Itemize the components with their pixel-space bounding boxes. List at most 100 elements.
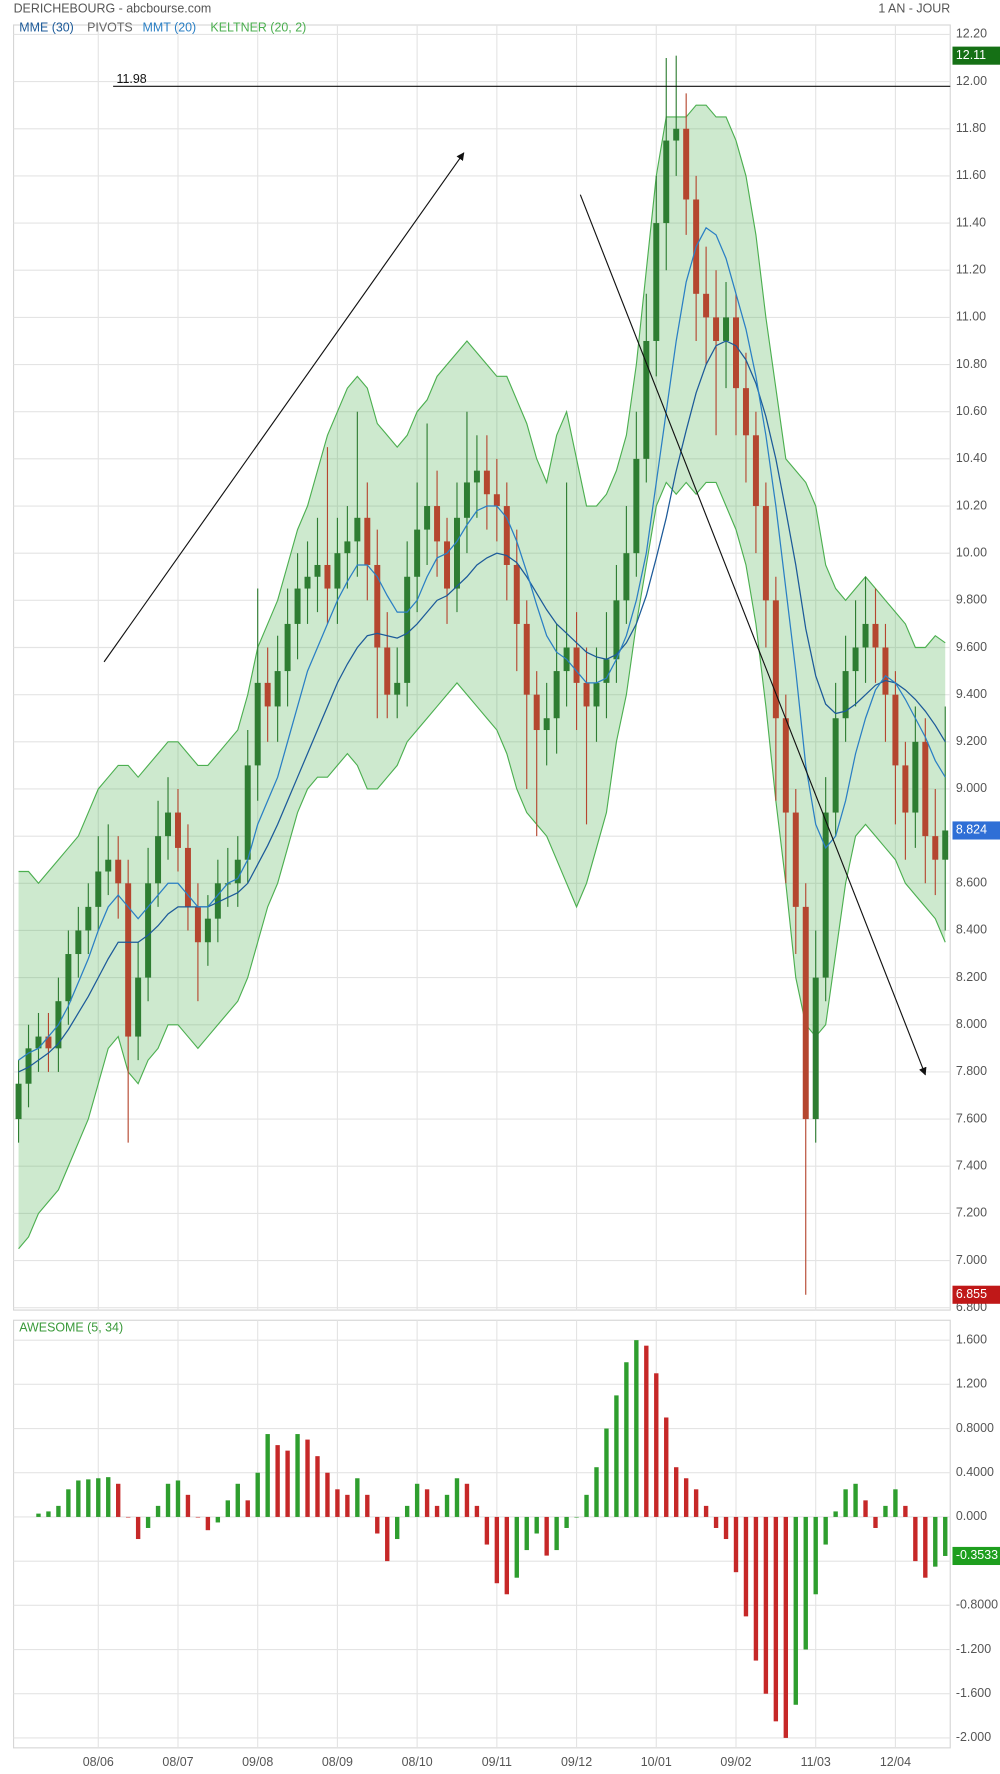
- candle-body: [852, 647, 859, 672]
- trend-arrow: [579, 194, 927, 1076]
- candle-body: [404, 576, 411, 683]
- y-tick-label: 0.8000: [956, 1421, 994, 1435]
- x-tick-label: 12/04: [880, 1755, 911, 1769]
- candle-body: [792, 812, 799, 907]
- bar: [225, 1500, 231, 1517]
- candle-body: [583, 682, 590, 707]
- chart-subtitle: 1 AN - JOUR: [878, 1, 950, 15]
- keltner-lower: [18, 481, 946, 1250]
- candle-body: [762, 506, 769, 601]
- legend-entry: KELTNER (20, 2): [210, 21, 306, 35]
- bar: [494, 1516, 500, 1584]
- bar: [106, 1477, 111, 1517]
- y-tick-label: 10.80: [956, 357, 987, 371]
- candle-body: [454, 517, 460, 589]
- bar: [674, 1467, 679, 1517]
- y-tick-label: 10.60: [956, 404, 987, 418]
- candle-body: [105, 859, 112, 872]
- candle-body: [533, 694, 540, 731]
- candle-body: [424, 506, 431, 530]
- candle-body: [364, 517, 371, 565]
- keltner-band: [18, 105, 946, 1249]
- candle-body: [65, 954, 72, 1002]
- candle-body: [274, 671, 281, 707]
- x-tick-label: 09/12: [561, 1755, 592, 1769]
- candle-body: [503, 506, 510, 565]
- y-tick-label: 12.20: [956, 27, 987, 41]
- candle-body: [802, 906, 809, 1120]
- candle-body: [623, 553, 630, 601]
- candle-body: [414, 529, 421, 577]
- candle-body: [284, 623, 291, 672]
- candle-body: [733, 317, 739, 389]
- y-tick-label: 0.4000: [956, 1465, 994, 1479]
- candle-body: [872, 623, 879, 648]
- candle-body: [214, 883, 221, 919]
- y-tick-label: 8.000: [956, 1017, 987, 1031]
- candle-body: [513, 564, 520, 624]
- x-tick-label: 08/09: [322, 1755, 353, 1769]
- y-tick-label: 7.600: [956, 1111, 987, 1125]
- y-tick-label: -1.600: [956, 1686, 991, 1700]
- bar: [404, 1505, 410, 1517]
- bar: [275, 1445, 280, 1517]
- price-label: 8.824: [956, 823, 987, 837]
- candle-body: [374, 564, 381, 648]
- bar: [654, 1373, 659, 1517]
- x-tick-label: 08/06: [83, 1755, 114, 1769]
- candle-body: [523, 623, 530, 695]
- candle-body: [384, 647, 391, 695]
- bar: [933, 1516, 938, 1567]
- y-tick-label: 7.800: [956, 1064, 987, 1078]
- y-tick-label: 12.00: [956, 74, 987, 88]
- legend-entry: MME (30): [19, 21, 74, 35]
- bar: [215, 1516, 221, 1523]
- bar: [175, 1480, 181, 1517]
- bar: [913, 1516, 918, 1562]
- bar: [205, 1516, 211, 1531]
- candle-body: [683, 128, 690, 200]
- candle-body: [473, 470, 480, 483]
- bar: [36, 1513, 41, 1517]
- bar: [524, 1516, 529, 1551]
- price-label: 12.11: [956, 48, 986, 62]
- candle-body: [95, 871, 102, 907]
- bar: [534, 1516, 539, 1534]
- bar: [903, 1505, 908, 1517]
- bar: [873, 1516, 878, 1528]
- candle-body: [264, 682, 271, 707]
- y-tick-label: 11.00: [956, 310, 986, 324]
- candle-body: [394, 682, 401, 695]
- candle-body: [35, 1036, 42, 1049]
- keltner-upper: [18, 104, 946, 885]
- bar: [305, 1439, 310, 1517]
- bar: [414, 1483, 420, 1517]
- bar: [943, 1516, 948, 1556]
- bar: [584, 1494, 589, 1517]
- candle-body: [344, 541, 351, 554]
- bar: [544, 1516, 549, 1556]
- candle-body: [942, 830, 949, 860]
- candle-body: [444, 541, 451, 589]
- bar: [255, 1472, 260, 1517]
- candle-body: [254, 682, 261, 766]
- bar: [504, 1516, 510, 1595]
- y-tick-label: 8.400: [956, 923, 987, 937]
- bar: [66, 1489, 71, 1517]
- candle-body: [892, 694, 899, 766]
- candle-body: [434, 506, 441, 542]
- bar: [165, 1483, 171, 1517]
- chart-title: DERICHEBOURG - abcbourse.com: [14, 1, 212, 15]
- trend-arrow: [103, 152, 465, 663]
- bar: [86, 1479, 91, 1517]
- y-tick-label: 9.400: [956, 687, 987, 701]
- bar: [145, 1516, 151, 1528]
- bar: [265, 1434, 270, 1517]
- candle-body: [673, 128, 680, 141]
- bar: [793, 1516, 798, 1705]
- bar: [594, 1467, 599, 1517]
- bar: [385, 1516, 390, 1562]
- bar: [185, 1494, 191, 1517]
